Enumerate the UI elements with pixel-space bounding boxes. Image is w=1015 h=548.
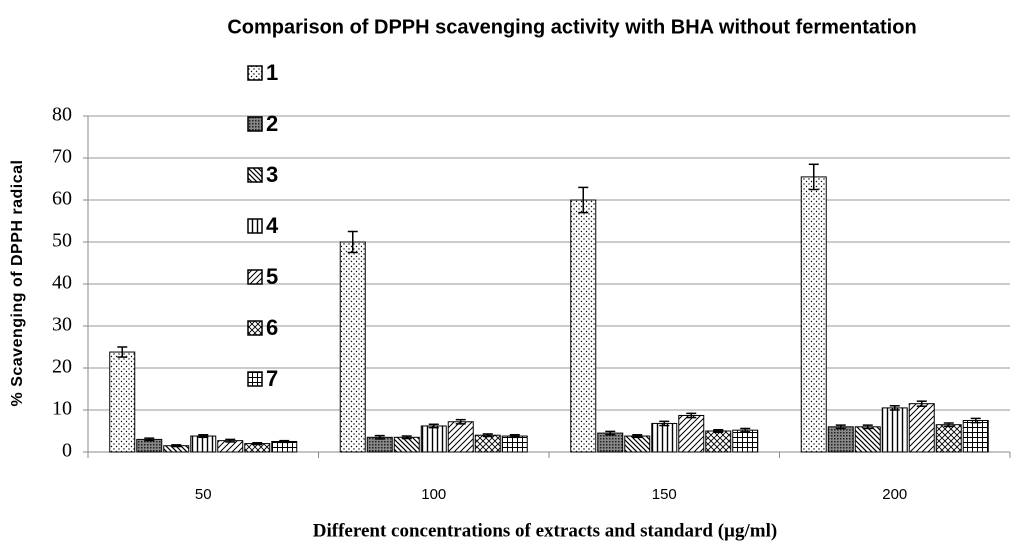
legend-label: 5 (266, 264, 278, 289)
legend-swatch (247, 218, 263, 234)
error-bar (970, 417, 981, 424)
bar (908, 403, 935, 453)
error-bar (225, 438, 236, 443)
legend-swatch (247, 65, 263, 81)
error-bar (347, 230, 358, 254)
error-bar (835, 424, 846, 430)
y-axis-label: % Scavenging of DPPH radical (9, 160, 26, 407)
x-tick-label: 200 (882, 486, 907, 503)
y-tick-label: 0 (62, 440, 72, 462)
y-tick-label: 10 (52, 398, 72, 420)
bar (339, 241, 366, 453)
error-bar (401, 435, 412, 440)
error-bar (252, 442, 263, 446)
x-axis-label: Different concentrations of extracts and… (313, 520, 777, 541)
bar (597, 432, 624, 453)
error-bar (740, 427, 751, 433)
legend-label: 3 (266, 162, 278, 187)
bar (190, 435, 217, 453)
error-bar (171, 444, 182, 448)
error-bar (943, 422, 954, 428)
x-tick-label: 50 (195, 486, 212, 503)
bar (109, 351, 136, 453)
error-bar (455, 418, 466, 425)
error-bar (144, 437, 155, 442)
error-bar (279, 439, 290, 444)
error-bar (482, 433, 493, 438)
bar (678, 414, 705, 453)
error-bar (862, 424, 873, 430)
bar (501, 435, 528, 453)
bar (962, 420, 989, 453)
legend-label: 6 (266, 315, 278, 340)
y-tick-label: 40 (52, 272, 72, 294)
legend-label: 4 (266, 213, 279, 238)
error-bar (686, 412, 697, 419)
error-bar (916, 400, 927, 407)
y-tick-label: 30 (52, 314, 72, 336)
bar (854, 426, 881, 453)
error-bar (509, 434, 520, 439)
error-bar (198, 434, 209, 439)
legend-swatch (247, 167, 263, 183)
bar (800, 176, 827, 453)
bar (420, 425, 447, 453)
legend-label: 1 (266, 60, 278, 85)
bar (651, 422, 678, 453)
error-bar (659, 420, 670, 427)
x-tick-label: 100 (421, 486, 446, 503)
bar (705, 430, 732, 453)
x-tick-label: 150 (652, 486, 677, 503)
y-tick-label: 50 (52, 230, 72, 252)
y-tick-label: 70 (52, 146, 72, 168)
error-bar (578, 186, 589, 214)
bar (474, 434, 501, 453)
bar (447, 421, 474, 453)
bar (881, 407, 908, 453)
y-tick-label: 80 (52, 104, 72, 126)
bar (827, 426, 854, 453)
legend-swatch (247, 116, 263, 132)
bar (732, 429, 759, 453)
y-tick-label: 60 (52, 188, 72, 210)
legend-label: 2 (266, 111, 278, 136)
error-bar (808, 163, 819, 191)
error-bar (889, 405, 900, 411)
legend-label: 7 (266, 366, 278, 391)
bar (624, 435, 651, 453)
legend-swatch (247, 269, 263, 285)
error-bar (713, 428, 724, 434)
bar (935, 424, 962, 453)
chart-title: Comparison of DPPH scavenging activity w… (227, 16, 916, 38)
legend-swatch (247, 371, 263, 387)
bar (570, 199, 597, 453)
error-bar (605, 430, 616, 436)
legend-swatch (247, 320, 263, 336)
bar (393, 436, 420, 453)
error-bar (117, 346, 128, 358)
error-bar (428, 423, 439, 429)
error-bar (374, 434, 385, 440)
error-bar (632, 434, 643, 439)
y-tick-label: 20 (52, 356, 72, 378)
